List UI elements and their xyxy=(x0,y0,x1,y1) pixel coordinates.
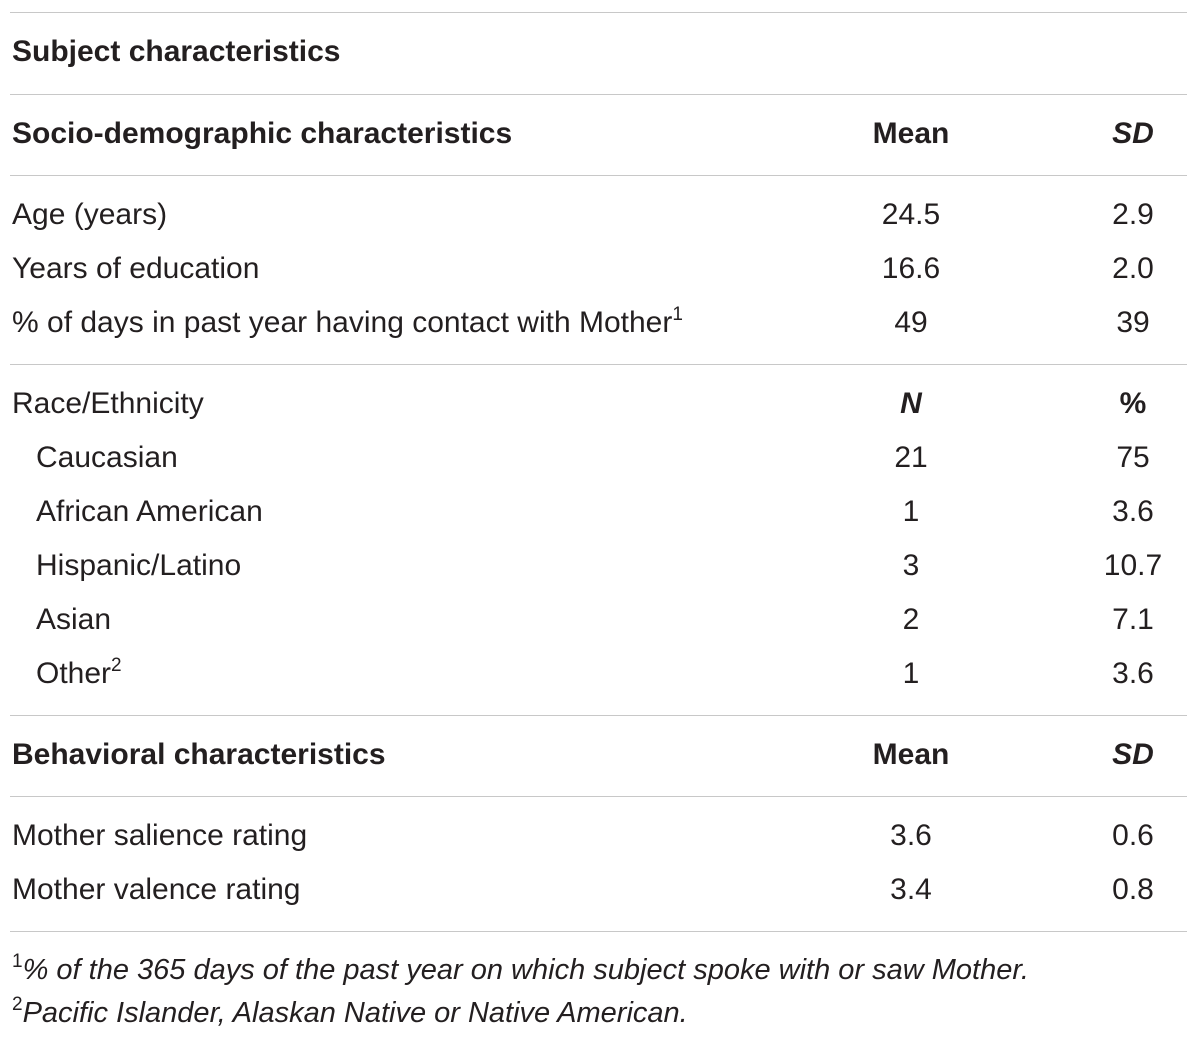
table-row: Age (years) 24.5 2.9 xyxy=(0,188,1200,242)
row-mean: 3.6 xyxy=(890,819,932,852)
table-row: Asian 2 7.1 xyxy=(0,593,1200,647)
row-n: 21 xyxy=(894,441,928,474)
footnote-text: % of the 365 days of the past year on wh… xyxy=(22,954,1029,986)
divider xyxy=(10,364,1187,365)
row-mean: 3.4 xyxy=(890,873,932,906)
divider xyxy=(10,175,1187,176)
row-label: Asian xyxy=(36,603,112,636)
table-row: Other2 1 3.6 xyxy=(0,647,1200,701)
header-row-socio: Socio-demographic characteristics Mean S… xyxy=(0,107,1200,161)
table-caption-row: Subject characteristics xyxy=(0,25,1200,79)
row-label-group: Other2 xyxy=(36,647,122,701)
header-label: Socio-demographic characteristics xyxy=(12,117,513,150)
row-label: Mother valence rating xyxy=(12,873,301,906)
divider xyxy=(10,796,1187,797)
row-n: 3 xyxy=(902,549,920,582)
header-row-race: Race/Ethnicity N % xyxy=(0,377,1200,431)
row-label: Years of education xyxy=(12,252,260,285)
row-label: Hispanic/Latino xyxy=(36,549,242,582)
footnote-marker: 1 xyxy=(672,304,683,325)
header-percent: % xyxy=(1119,387,1147,420)
row-sd: 2.0 xyxy=(1112,252,1154,285)
row-percent: 3.6 xyxy=(1112,657,1154,690)
row-percent: 75 xyxy=(1116,441,1150,474)
divider xyxy=(10,94,1187,95)
row-label: Age (years) xyxy=(12,198,168,231)
header-sd: SD xyxy=(1112,117,1154,150)
header-mean: Mean xyxy=(872,117,950,150)
header-label: Behavioral characteristics xyxy=(12,738,386,771)
footnote-marker: 2 xyxy=(111,655,122,676)
footnote-marker: 1 xyxy=(12,951,23,972)
footnote: 2Pacific Islander, Alaskan Native or Nat… xyxy=(12,993,688,1033)
header-mean: Mean xyxy=(872,738,950,771)
table-row: Hispanic/Latino 3 10.7 xyxy=(0,539,1200,593)
row-percent: 10.7 xyxy=(1103,549,1163,582)
table-row: Mother salience rating 3.6 0.6 xyxy=(0,809,1200,863)
section-label: Race/Ethnicity xyxy=(12,387,204,420)
row-sd: 39 xyxy=(1116,306,1150,339)
row-n: 2 xyxy=(902,603,920,636)
row-label-group: % of days in past year having contact wi… xyxy=(12,296,683,350)
row-label: % of days in past year having contact wi… xyxy=(12,306,673,339)
row-sd: 2.9 xyxy=(1112,198,1154,231)
row-sd: 0.8 xyxy=(1112,873,1154,906)
row-percent: 7.1 xyxy=(1112,603,1154,636)
top-rule xyxy=(10,12,1187,13)
table-row: % of days in past year having contact wi… xyxy=(0,296,1200,350)
table-row: Mother valence rating 3.4 0.8 xyxy=(0,863,1200,917)
row-label: African American xyxy=(36,495,263,528)
table-row: Caucasian 21 75 xyxy=(0,431,1200,485)
row-label: Mother salience rating xyxy=(12,819,308,852)
footnote-text: Pacific Islander, Alaskan Native or Nati… xyxy=(22,997,688,1029)
divider xyxy=(10,931,1187,932)
header-sd: SD xyxy=(1112,738,1154,771)
row-label: Other xyxy=(36,657,112,690)
footnote: 1% of the 365 days of the past year on w… xyxy=(12,950,1029,990)
divider xyxy=(10,715,1187,716)
row-mean: 16.6 xyxy=(881,252,941,285)
table-caption: Subject characteristics xyxy=(12,35,341,68)
row-sd: 0.6 xyxy=(1112,819,1154,852)
row-mean: 24.5 xyxy=(881,198,941,231)
header-n: N xyxy=(900,387,922,420)
footnote-marker: 2 xyxy=(12,994,23,1015)
row-mean: 49 xyxy=(894,306,928,339)
row-percent: 3.6 xyxy=(1112,495,1154,528)
row-n: 1 xyxy=(902,495,920,528)
row-n: 1 xyxy=(902,657,920,690)
table-row: African American 1 3.6 xyxy=(0,485,1200,539)
header-row-behavioral: Behavioral characteristics Mean SD xyxy=(0,728,1200,782)
table-row: Years of education 16.6 2.0 xyxy=(0,242,1200,296)
row-label: Caucasian xyxy=(36,441,178,474)
